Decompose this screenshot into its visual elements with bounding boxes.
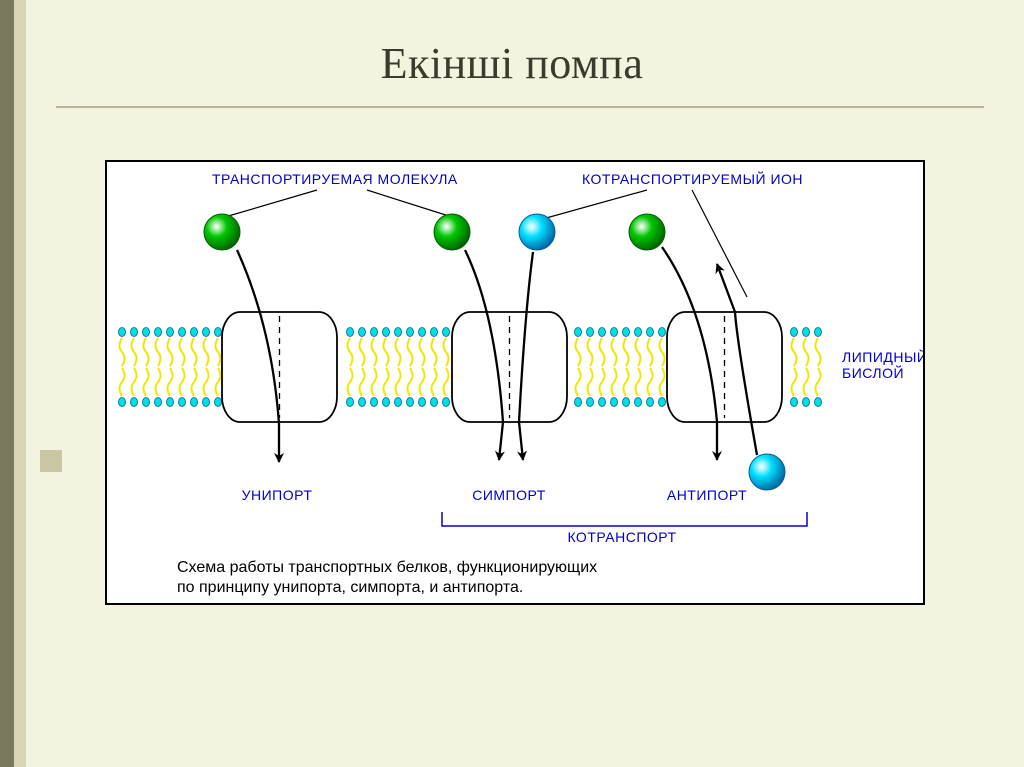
title-underline xyxy=(56,106,984,108)
diagram-label: УНИПОРТ xyxy=(242,487,313,503)
diagram-label: АНТИПОРТ xyxy=(667,487,747,503)
diagram-label: КОТРАНСПОРТ xyxy=(567,529,676,545)
diagram-label: КОТРАНСПОРТИРУЕМЫЙ ИОН xyxy=(582,170,803,187)
accent-strip-light xyxy=(14,0,26,767)
diagram-frame: ТРАНСПОРТИРУЕМАЯ МОЛЕКУЛА КОТРАНСПОРТИРУЕ… xyxy=(105,160,925,605)
diagram-label: ТРАНСПОРТИРУЕМАЯ МОЛЕКУЛА xyxy=(212,171,458,187)
diagram-label: ЛИПИДНЫЙ xyxy=(842,348,923,365)
slide: Екінші помпа ТРАНСПОРТИРУЕМАЯ МОЛЕКУЛА КО… xyxy=(0,0,1024,767)
diagram-label: Схема работы транспортных белков, функци… xyxy=(177,559,597,576)
accent-strip-dark xyxy=(0,0,14,767)
slide-title: Екінші помпа xyxy=(0,38,1024,89)
diagram-label: БИСЛОЙ xyxy=(842,364,904,381)
diagram-label: по принципу унипорта, симпорта, и антипо… xyxy=(177,579,523,596)
transport-diagram: ТРАНСПОРТИРУЕМАЯ МОЛЕКУЛА КОТРАНСПОРТИРУЕ… xyxy=(107,162,923,603)
diagram-label: СИМПОРТ xyxy=(472,487,546,503)
decorative-square xyxy=(40,450,62,472)
